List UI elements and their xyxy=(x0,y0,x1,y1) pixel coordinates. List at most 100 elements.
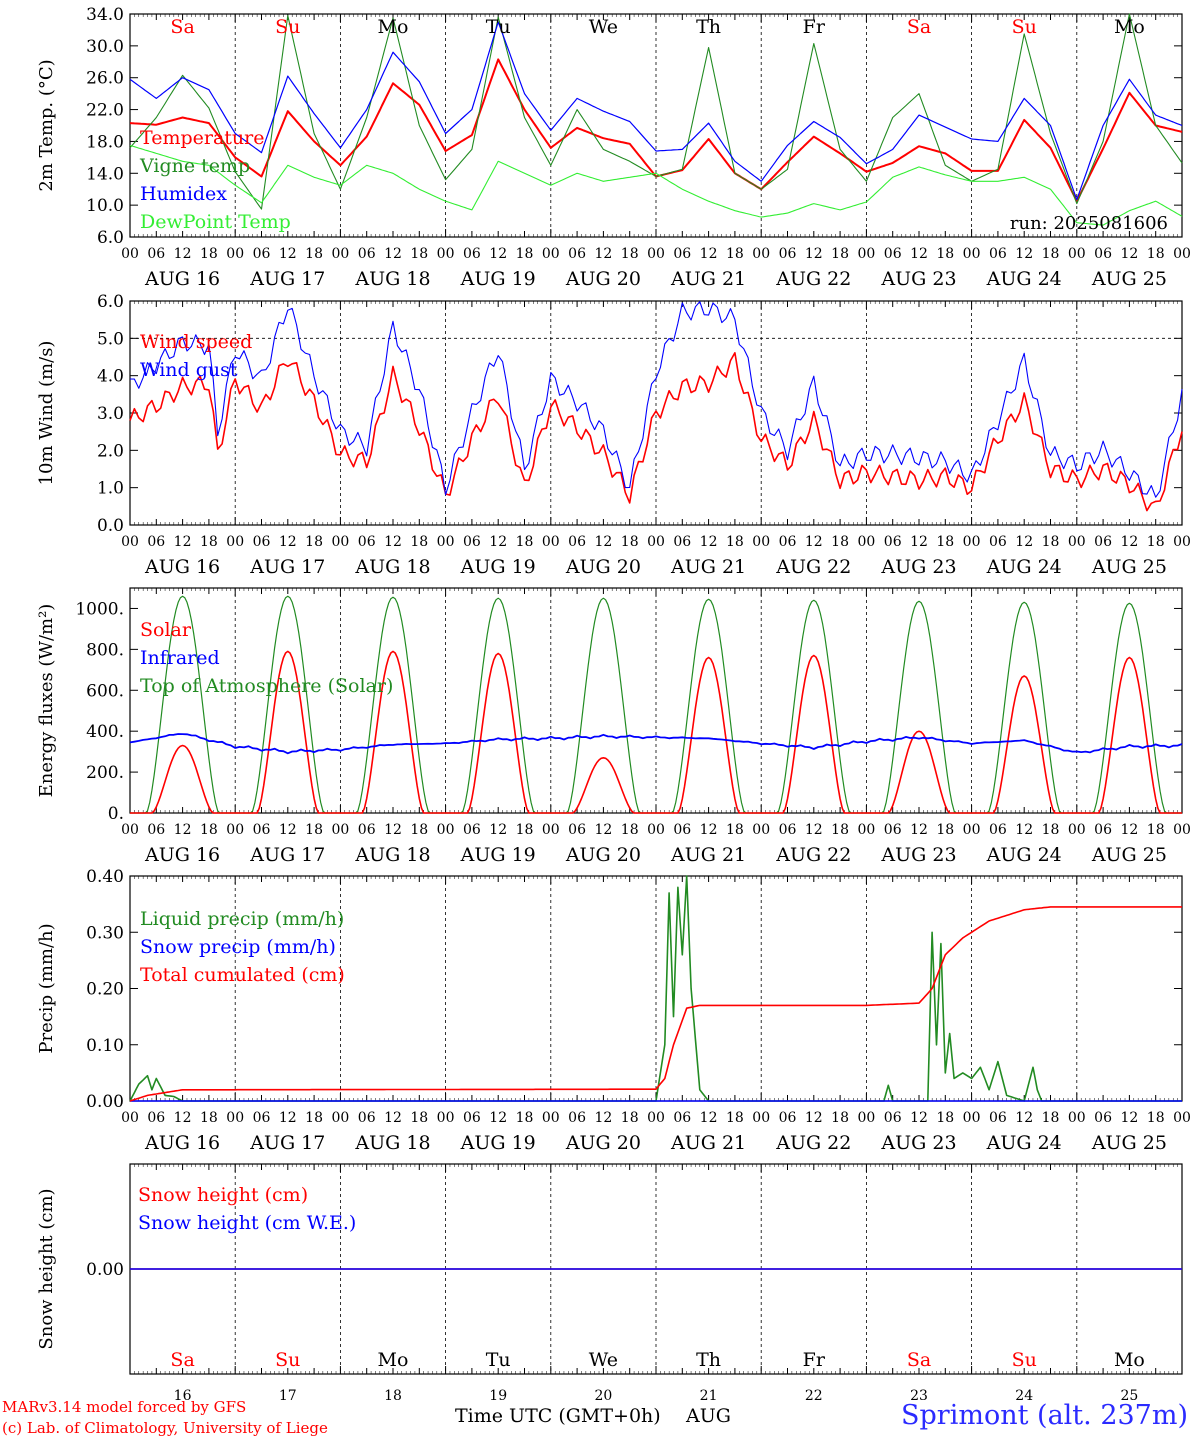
hour-label: 00 xyxy=(437,246,455,262)
date-label: AUG 18 xyxy=(354,844,430,866)
hour-label: 18 xyxy=(305,534,323,550)
y-tick-label: 6.0 xyxy=(97,292,124,312)
hour-label: 18 xyxy=(1147,534,1165,550)
hour-label: 18 xyxy=(516,1110,534,1126)
hour-label: 00 xyxy=(331,1110,349,1126)
hour-label: 06 xyxy=(989,534,1007,550)
weekday-label: Su xyxy=(1012,16,1037,38)
y-tick-label: 0.10 xyxy=(86,1036,124,1056)
hour-label: 12 xyxy=(910,246,928,262)
hour-label: 06 xyxy=(568,534,586,550)
day-number: 17 xyxy=(279,1388,297,1404)
hour-label: 18 xyxy=(305,1110,323,1126)
hour-label: 00 xyxy=(752,822,770,838)
hour-label: 18 xyxy=(621,822,639,838)
hour-label: 00 xyxy=(857,822,875,838)
date-label: AUG 24 xyxy=(986,268,1062,290)
date-label: AUG 18 xyxy=(354,556,430,578)
hour-label: 18 xyxy=(410,246,428,262)
weekday-label: Mo xyxy=(378,1349,409,1371)
hour-label: 00 xyxy=(1068,246,1086,262)
weekday-label: We xyxy=(589,16,618,38)
date-label: AUG 18 xyxy=(354,1132,430,1154)
day-number: 21 xyxy=(700,1388,718,1404)
date-label: AUG 17 xyxy=(249,1132,325,1154)
date-label: AUG 23 xyxy=(880,268,956,290)
solar-line xyxy=(130,650,1182,814)
date-label: AUG 24 xyxy=(986,844,1062,866)
hour-label: 06 xyxy=(463,822,481,838)
day-number: 22 xyxy=(805,1388,823,1404)
date-label: AUG 20 xyxy=(565,556,641,578)
hour-label: 00 xyxy=(857,534,875,550)
weekday-label: Fr xyxy=(803,16,826,38)
hour-label: 18 xyxy=(726,1110,744,1126)
hour-label: 12 xyxy=(279,534,297,550)
y-tick-label: 1.0 xyxy=(97,479,124,499)
hour-label: 18 xyxy=(831,534,849,550)
hour-label: 18 xyxy=(936,1110,954,1126)
series-line-1 xyxy=(129,301,1183,498)
hour-label: 18 xyxy=(1042,822,1060,838)
legend-entry: Snow height (cm W.E.) xyxy=(138,1212,356,1234)
hour-label: 06 xyxy=(779,534,797,550)
lab-credit: (c) Lab. of Climatology, University of L… xyxy=(2,1419,328,1437)
date-label: AUG 23 xyxy=(880,1132,956,1154)
hour-label: 12 xyxy=(700,246,718,262)
hour-label: 12 xyxy=(805,822,823,838)
hour-label: 06 xyxy=(463,1110,481,1126)
hour-label: 12 xyxy=(700,822,718,838)
hour-label: 18 xyxy=(1147,822,1165,838)
hour-label: 18 xyxy=(410,1110,428,1126)
hour-label: 00 xyxy=(647,822,665,838)
hour-label: 12 xyxy=(384,1110,402,1126)
hour-label: 12 xyxy=(279,246,297,262)
date-label: AUG 24 xyxy=(986,556,1062,578)
legend-entry: DewPoint Temp xyxy=(140,211,291,233)
y-tick-label: 1000. xyxy=(75,599,124,619)
weekday-label: Sa xyxy=(907,1349,931,1371)
hour-label: 06 xyxy=(673,246,691,262)
hour-label: 12 xyxy=(1015,534,1033,550)
hour-label: 06 xyxy=(147,534,165,550)
hour-label: 00 xyxy=(121,246,139,262)
hour-label: 00 xyxy=(752,246,770,262)
legend-entry: Total cumulated (cm) xyxy=(140,964,345,986)
legend-entry: Wind speed xyxy=(140,331,252,353)
hour-label: 12 xyxy=(489,822,507,838)
date-label: AUG 21 xyxy=(670,268,746,290)
date-label: AUG 17 xyxy=(249,268,325,290)
run-annotation: run: 2025081606 xyxy=(1010,213,1168,234)
y-axis-label: Precip (mm/h) xyxy=(36,923,57,1053)
hour-label: 18 xyxy=(1147,246,1165,262)
hour-label: 00 xyxy=(121,534,139,550)
hour-label: 12 xyxy=(489,1110,507,1126)
hour-label: 18 xyxy=(200,822,218,838)
hour-label: 06 xyxy=(779,1110,797,1126)
time-axis-label: Time UTC (GMT+0h) xyxy=(455,1405,661,1427)
hour-label: 00 xyxy=(963,246,981,262)
hour-label: 00 xyxy=(542,246,560,262)
weekday-label: Su xyxy=(275,16,300,38)
hour-label: 00 xyxy=(647,1110,665,1126)
legend-entry: Temperature xyxy=(140,127,264,149)
hour-label: 06 xyxy=(989,246,1007,262)
hour-label: 18 xyxy=(621,534,639,550)
hour-label: 00 xyxy=(1173,246,1191,262)
y-tick-label: 800. xyxy=(86,640,124,660)
hour-label: 18 xyxy=(516,822,534,838)
date-label: AUG 19 xyxy=(460,1132,536,1154)
hour-label: 12 xyxy=(594,246,612,262)
y-tick-label: 600. xyxy=(86,681,124,701)
y-tick-label: 200. xyxy=(86,763,124,783)
weekday-label: Mo xyxy=(1114,1349,1145,1371)
y-tick-label: 0.20 xyxy=(86,980,124,1000)
y-tick-label: 4.0 xyxy=(97,367,124,387)
date-label: AUG 21 xyxy=(670,844,746,866)
date-label: AUG 17 xyxy=(249,556,325,578)
hour-label: 00 xyxy=(542,534,560,550)
weekday-label: We xyxy=(589,1349,618,1371)
y-tick-label: 400. xyxy=(86,722,124,742)
weekday-label: Su xyxy=(275,1349,300,1371)
